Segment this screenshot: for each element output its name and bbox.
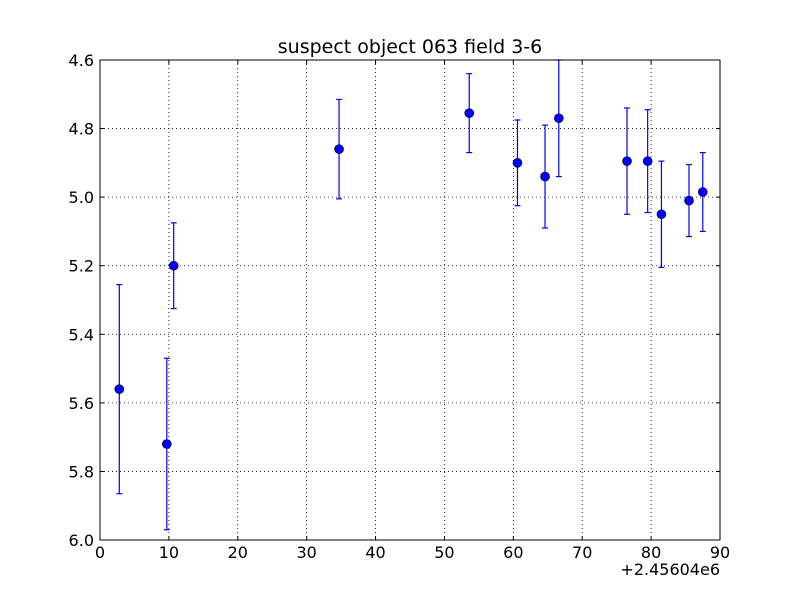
x-tick-label: 90 [710, 543, 730, 562]
grid [100, 60, 720, 540]
x-tick-label: 0 [95, 543, 105, 562]
y-tick-label: 5.6 [69, 394, 94, 413]
x-tick-label: 80 [641, 543, 661, 562]
x-offset-label: +2.45604e6 [620, 560, 720, 579]
data-point [162, 439, 172, 449]
chart-title: suspect object 063 field 3-6 [278, 36, 543, 58]
data-point [553, 113, 564, 124]
x-tick-label: 50 [434, 543, 454, 562]
x-tick-label: 70 [572, 543, 592, 562]
axis-ticks: 0 10 20 30 40 50 60 70 80 90 4.6 4.8 5.0 5.2 5.4 5.6 5.8… [69, 51, 731, 562]
y-tick-label: 6.0 [69, 531, 94, 550]
x-tick-label: 30 [296, 543, 316, 562]
data-point [684, 195, 694, 206]
data-point [512, 158, 523, 168]
y-tick-label: 5.8 [69, 462, 94, 481]
x-tick-label: 40 [365, 543, 385, 562]
y-tick-label: 5.4 [69, 325, 94, 344]
data-point [697, 187, 708, 197]
data-point [464, 108, 475, 118]
data-series [114, 59, 708, 531]
y-tick-label: 4.6 [69, 51, 94, 70]
y-tick-label: 4.8 [69, 120, 94, 139]
data-point [334, 144, 344, 154]
plot-frame [99, 59, 721, 541]
x-tick-label: 10 [159, 543, 179, 562]
data-point [622, 156, 632, 166]
y-tick-label: 5.2 [69, 257, 94, 276]
data-point [168, 260, 179, 271]
data-point [114, 384, 125, 394]
data-point [642, 156, 653, 166]
y-tick-label: 5.0 [69, 188, 94, 207]
x-tick-label: 60 [503, 543, 523, 562]
x-tick-label: 20 [228, 543, 248, 562]
data-point [540, 171, 550, 182]
data-point [656, 209, 667, 220]
